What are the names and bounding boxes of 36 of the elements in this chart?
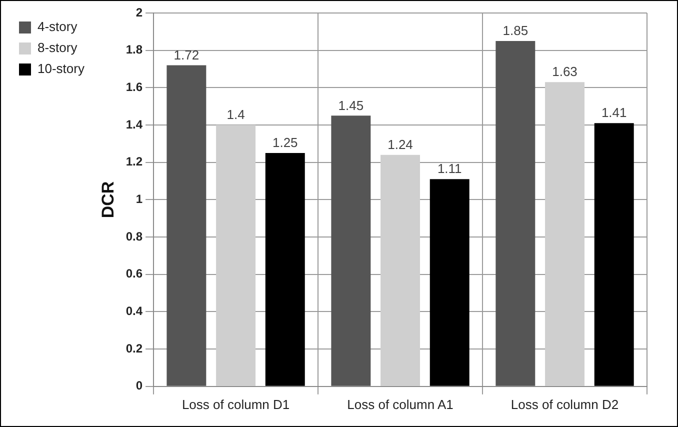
- y-tick-label: 1.4: [126, 117, 143, 132]
- legend-label: 10-story: [38, 61, 85, 76]
- legend-label: 4-story: [38, 19, 78, 34]
- data-label: 1.11: [437, 161, 462, 176]
- y-axis-title: DCR: [98, 181, 118, 218]
- data-label: 1.4: [226, 107, 245, 122]
- x-tick-label: Loss of column D2: [510, 396, 619, 412]
- y-tick-label: 2: [136, 5, 143, 20]
- bar: [594, 123, 634, 386]
- bar: [430, 179, 470, 386]
- bar: [545, 82, 584, 386]
- y-tick-label: 0.6: [126, 266, 143, 281]
- data-label: 1.85: [502, 23, 528, 38]
- bar: [331, 116, 371, 386]
- y-tick-label: 1.2: [126, 154, 143, 169]
- y-tick-label: 0: [136, 378, 143, 393]
- y-tick-label: 0.4: [126, 304, 143, 318]
- data-label: 1.72: [174, 47, 200, 62]
- data-label: 1.25: [272, 135, 298, 150]
- y-tick-label: 0.2: [126, 341, 143, 356]
- y-tick-label: 0.8: [126, 229, 143, 244]
- y-tick-label: 1.8: [126, 42, 143, 57]
- data-label: 1.63: [552, 64, 578, 80]
- y-tick-label: 1.6: [126, 80, 143, 94]
- legend-label: 8-story: [38, 40, 78, 56]
- bar: [216, 125, 256, 386]
- data-label: 1.41: [601, 105, 627, 120]
- data-label: 1.24: [388, 136, 413, 152]
- x-tick-label: Loss of column D1: [182, 396, 290, 412]
- bar: [380, 154, 420, 386]
- data-label: 1.45: [338, 98, 364, 113]
- x-tick-label: Loss of column A1: [347, 396, 454, 412]
- bar: [265, 153, 305, 386]
- bar: [166, 65, 206, 386]
- bar: [496, 41, 536, 386]
- y-tick-label: 1: [136, 192, 143, 206]
